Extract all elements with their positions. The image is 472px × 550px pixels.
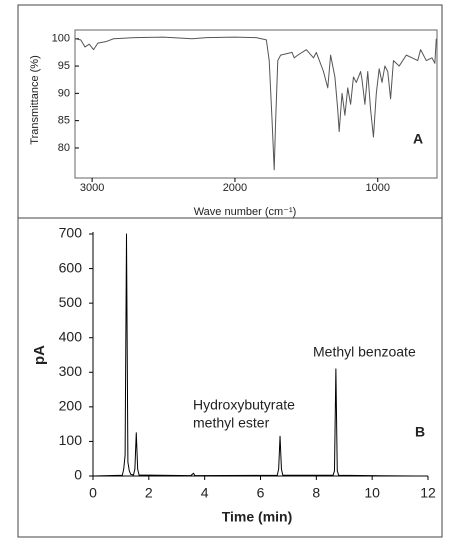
- x-tick-label: 1000: [365, 182, 389, 194]
- y-axis-label: Transmittance (%): [29, 55, 41, 144]
- y-tick-label: 90: [58, 87, 70, 99]
- y-axis-label: pA: [31, 345, 48, 365]
- x-tick-label: 2: [145, 485, 153, 501]
- data-line: [74, 36, 437, 171]
- x-tick-label: 6: [257, 485, 265, 501]
- y-tick-label: 300: [59, 363, 83, 379]
- x-tick-label: 10: [364, 485, 380, 501]
- y-tick-label: 80: [58, 142, 70, 154]
- y-tick-label: 100: [59, 432, 83, 448]
- annotation: B: [415, 424, 425, 440]
- x-axis-label: Time (min): [222, 509, 293, 525]
- annotation: A: [413, 131, 423, 147]
- y-tick-label: 400: [59, 328, 83, 344]
- data-line: [92, 233, 415, 477]
- y-tick-label: 0: [74, 467, 82, 483]
- x-tick-label: 12: [420, 485, 436, 501]
- annotation: methyl ester: [193, 415, 270, 431]
- y-tick-label: 200: [59, 398, 83, 414]
- y-tick-label: 95: [58, 60, 70, 72]
- annotation: Methyl benzoate: [313, 344, 416, 360]
- x-tick-label: 3000: [80, 182, 104, 194]
- frame: [17, 4, 443, 538]
- x-tick-label: 4: [201, 485, 209, 501]
- x-tick-label: 2000: [223, 182, 247, 194]
- plot-border: [74, 29, 438, 179]
- y-tick-label: 600: [59, 259, 83, 275]
- y-tick-label: 500: [59, 294, 83, 310]
- x-tick-label: 0: [89, 485, 97, 501]
- x-axis-label: Wave number (cm⁻¹): [194, 206, 297, 218]
- y-tick-label: 700: [59, 225, 83, 241]
- annotation: Hydroxybutyrate: [193, 397, 295, 413]
- x-tick-label: 8: [312, 485, 320, 501]
- y-tick-label: 85: [58, 115, 70, 127]
- y-tick-label: 100: [52, 33, 70, 45]
